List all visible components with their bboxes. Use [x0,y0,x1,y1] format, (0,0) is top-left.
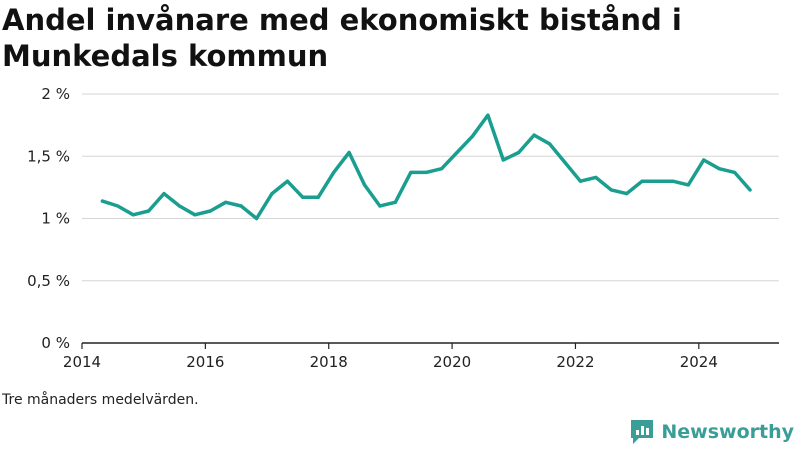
y-tick-label: 1 % [41,210,70,228]
data-point [270,192,274,196]
data-point [625,192,629,196]
data-point [316,195,320,199]
data-point [732,170,737,175]
y-axis-labels: 0 % 0,5 % 1 % 1,5 % 2 % [27,85,70,352]
data-point [332,170,336,175]
data-point [470,134,475,138]
data-point [131,213,135,217]
data-point [748,188,752,192]
y-tick-label: 0,5 % [27,272,70,290]
data-point [563,160,567,165]
data-point [393,200,397,204]
x-tick-label: 2024 [680,353,718,371]
data-point [285,179,289,183]
data-point [193,213,197,217]
data-point [578,179,582,183]
data-point [208,209,212,213]
data-point [239,204,243,208]
data-point [116,204,120,208]
chart-note: Tre månaders medelvärden. [2,392,199,408]
data-point [532,133,536,137]
data-point [686,183,690,187]
data-point [100,199,104,203]
brand-logo: Newsworthy [629,418,794,446]
newsworthy-logo-icon [631,420,654,444]
data-point [147,209,151,213]
line-chart: 0 % 0,5 % 1 % 1,5 % 2 % 2014 2016 2018 2020 2022… [27,85,779,371]
x-axis: 2014 2016 2018 2020 2022 2024 [63,342,779,371]
data-point [424,170,428,175]
y-tick-label: 1,5 % [27,147,70,165]
data-point [671,179,675,183]
data-point [224,200,228,204]
data-point [609,188,613,192]
data-point [378,204,382,208]
chart-title: Andel invånare med ekonomiskt bistånd i … [2,3,682,73]
data-point [362,183,367,187]
y-tick-label: 2 % [41,85,70,103]
data-point [301,195,305,199]
data-point [640,179,644,183]
data-point [177,204,182,208]
series-group [100,113,752,221]
data-point [501,158,505,162]
data-point [547,142,552,146]
data-point [702,158,706,162]
y-tick-label: 0 % [41,334,70,352]
data-point [254,216,259,221]
x-tick-label: 2016 [186,353,224,371]
x-tick-label: 2020 [433,353,471,371]
x-tick-label: 2022 [556,353,594,371]
data-point [594,175,598,180]
data-point [517,150,521,155]
x-tick-label: 2018 [310,353,348,371]
gridlines [82,93,779,282]
brand-name: Newsworthy [661,421,794,443]
data-point [440,167,444,171]
data-point [455,150,459,155]
data-point [717,167,721,171]
x-tick-label: 2014 [63,353,101,371]
series-line-0 [100,113,752,221]
data-point [162,192,166,196]
data-point [486,113,490,117]
data-point [409,170,413,175]
data-point [655,179,660,183]
data-point [347,150,351,155]
